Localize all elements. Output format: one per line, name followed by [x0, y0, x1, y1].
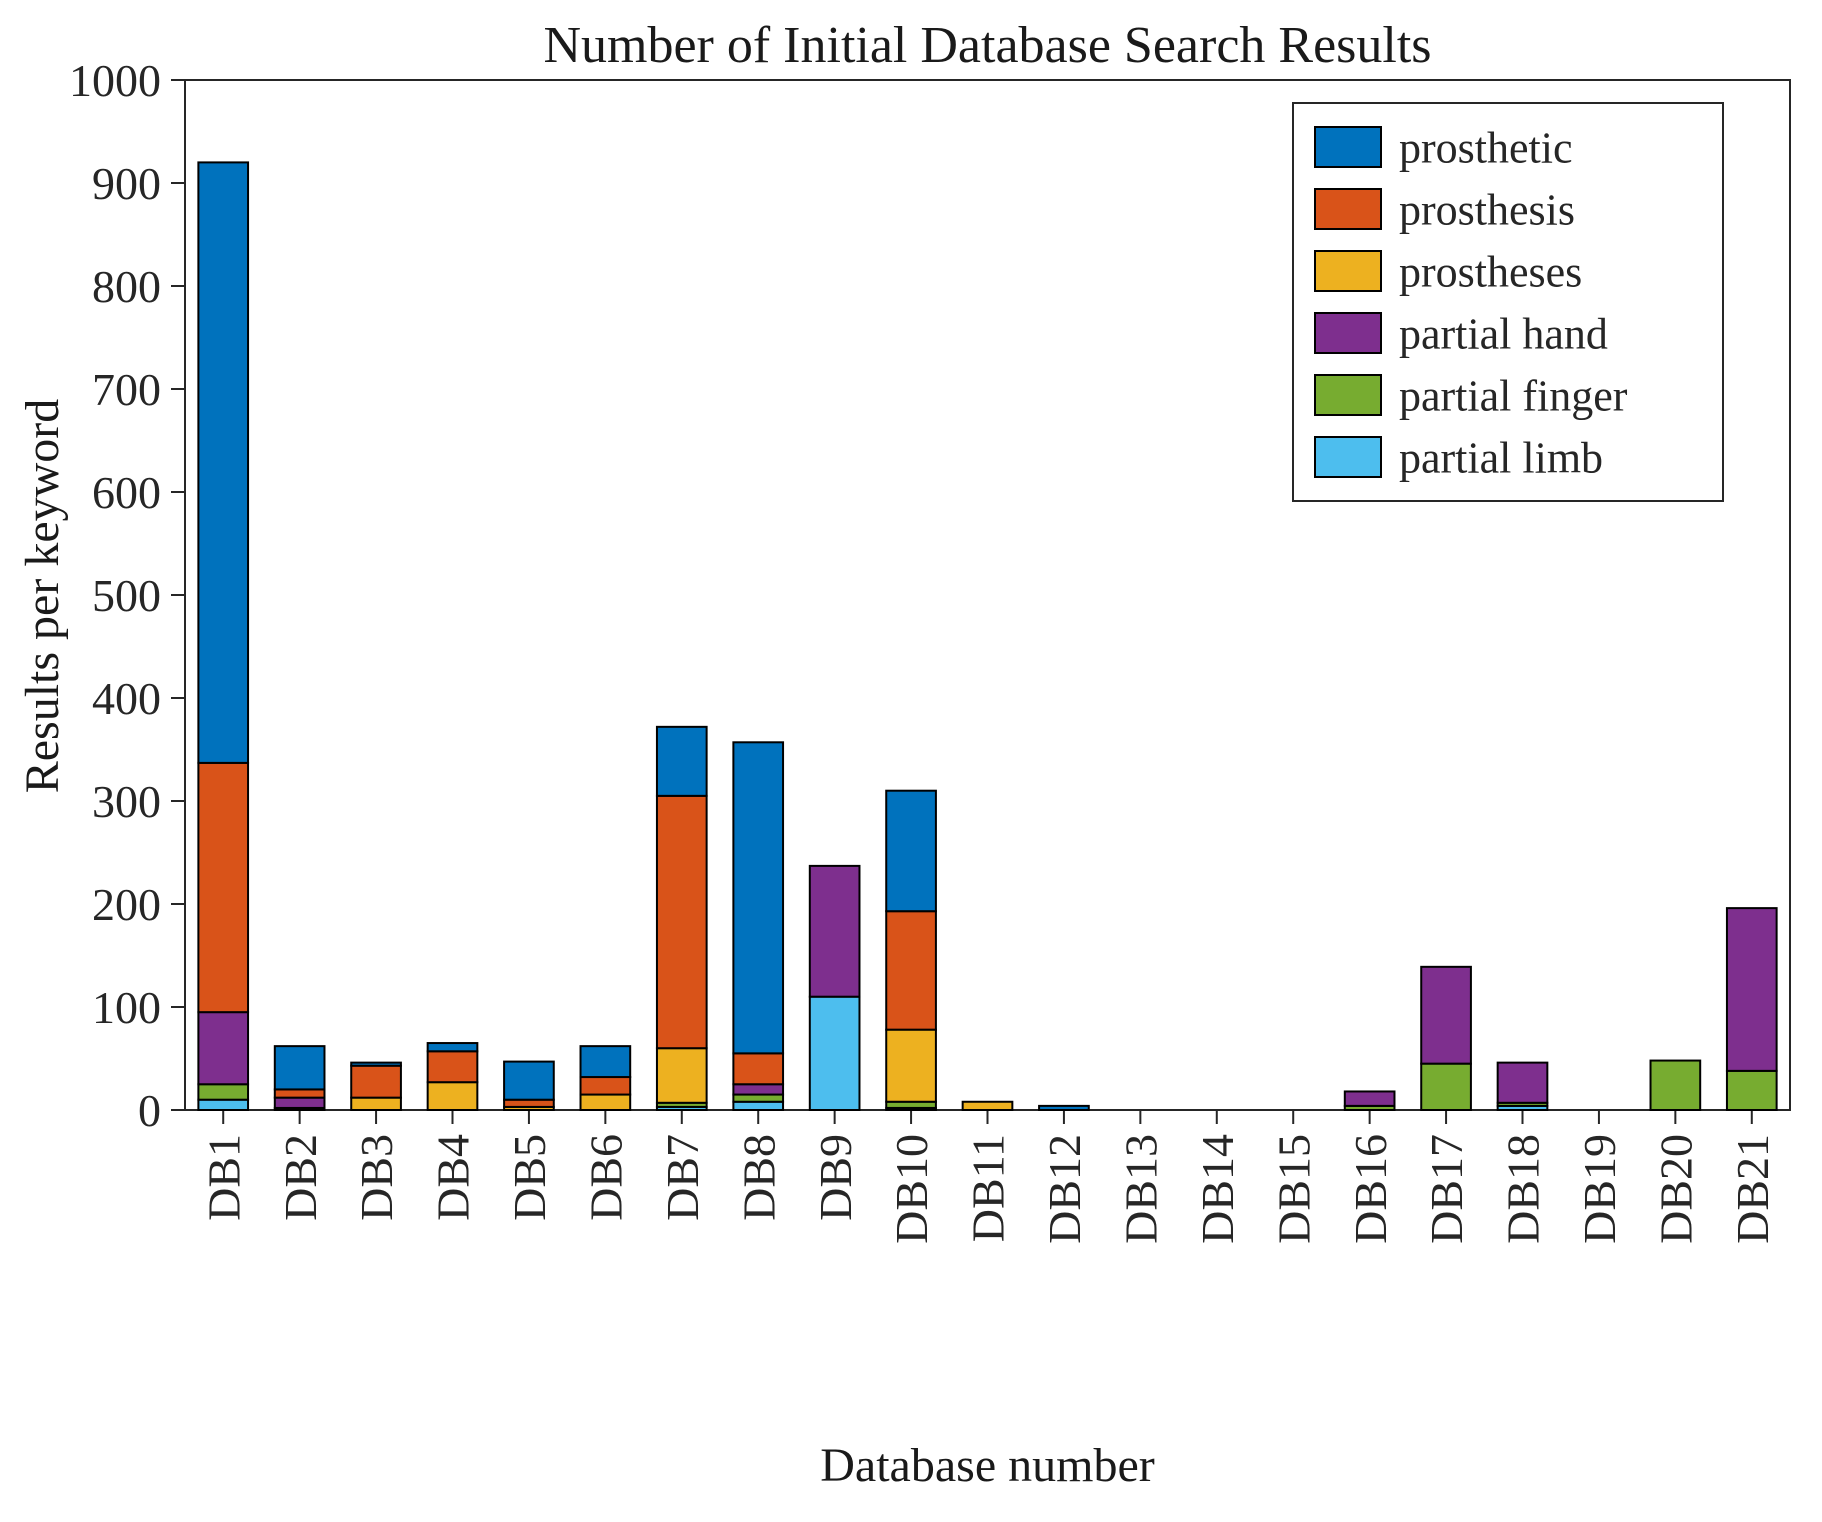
y-tick-label: 300	[92, 776, 161, 827]
legend-label-partial-hand: partial hand	[1399, 309, 1608, 358]
x-tick-label: DB12	[1039, 1134, 1090, 1244]
bar-segment-DB8-prosthesis	[732, 1052, 785, 1086]
bar-segment-DB1-partial-limb	[197, 1098, 250, 1111]
x-tick-label: DB1	[198, 1134, 249, 1221]
bar-segment-DB1-partial-hand	[197, 1011, 250, 1086]
x-tick-label: DB21	[1727, 1134, 1778, 1244]
bar-segment-DB5-prosthetic	[503, 1060, 555, 1101]
legend-label-prostheses: prostheses	[1399, 247, 1582, 296]
bar-segment-DB9-partial-limb	[808, 995, 861, 1112]
bar-segment-DB4-prostheses	[426, 1081, 479, 1111]
bar-segment-DB6-prostheses	[579, 1093, 632, 1112]
bar-segment-DB7-prostheses	[655, 1047, 708, 1104]
x-tick-label: DB16	[1345, 1134, 1396, 1244]
bar-segment-DB21-partial-finger	[1725, 1069, 1778, 1111]
y-tick-label: 600	[92, 467, 161, 518]
bar-segment-DB8-partial-finger	[732, 1093, 785, 1103]
bar-segment-DB10-prostheses	[885, 1028, 937, 1103]
y-tick-label: 900	[92, 158, 161, 209]
legend-swatch-prosthetic	[1314, 126, 1382, 168]
bar-segment-DB6-prosthetic	[579, 1045, 632, 1079]
x-tick-label: DB17	[1421, 1134, 1472, 1244]
x-tick-label: DB20	[1650, 1134, 1701, 1244]
bar-segment-DB21-partial-hand	[1725, 907, 1778, 1072]
bar-segment-DB5-prosthesis	[503, 1098, 555, 1108]
bar-segment-DB8-prosthetic	[732, 741, 785, 1055]
x-tick-label: DB14	[1192, 1134, 1243, 1244]
x-tick-label: DB7	[657, 1134, 708, 1221]
legend-swatch-partial-finger	[1314, 374, 1382, 416]
bar-segment-DB16-partial-hand	[1343, 1090, 1396, 1107]
bar-segment-DB4-prosthetic	[426, 1042, 479, 1053]
x-tick-label: DB5	[504, 1134, 555, 1221]
legend-label-prosthesis: prosthesis	[1399, 185, 1575, 234]
bar-segment-DB10-prosthesis	[885, 910, 937, 1031]
y-tick-label: 1000	[69, 55, 161, 106]
bar-segment-DB17-partial-finger	[1420, 1062, 1472, 1112]
x-tick-label: DB19	[1574, 1134, 1625, 1244]
x-tick-label: DB2	[275, 1134, 326, 1221]
bar-segment-DB1-prosthesis	[197, 761, 250, 1014]
legend-label-partial-limb: partial limb	[1399, 433, 1603, 482]
bar-segment-DB11-prostheses	[961, 1100, 1014, 1112]
bar-segment-DB10-prosthetic	[885, 789, 937, 913]
x-tick-label: DB8	[733, 1134, 784, 1221]
bar-segment-DB2-prosthesis	[273, 1088, 326, 1099]
bar-segment-DB1-prosthetic	[197, 161, 250, 764]
legend-swatch-partial-limb	[1314, 436, 1382, 478]
bar-segment-DB8-partial-limb	[732, 1100, 785, 1112]
y-tick-label: 700	[92, 364, 161, 415]
bar-segment-DB3-prosthesis	[350, 1064, 402, 1099]
x-tick-label: DB18	[1498, 1134, 1549, 1244]
x-tick-label: DB15	[1268, 1134, 1319, 1244]
legend-swatch-prostheses	[1314, 250, 1382, 292]
legend-swatch-prosthesis	[1314, 188, 1382, 230]
y-tick-label: 0	[138, 1085, 161, 1136]
y-tick-label: 400	[92, 673, 161, 724]
bar-segment-DB12-prosthetic	[1038, 1104, 1090, 1112]
x-tick-label: DB4	[428, 1134, 479, 1221]
chart-title: Number of Initial Database Search Result…	[543, 17, 1432, 74]
bar-segment-DB9-partial-hand	[808, 864, 861, 998]
x-tick-label: DB13	[1115, 1134, 1166, 1244]
y-tick-label: 100	[92, 982, 161, 1033]
bar-segment-DB1-partial-finger	[197, 1083, 250, 1101]
x-axis-label: Database number	[820, 1439, 1155, 1492]
bar-segment-DB8-partial-hand	[732, 1083, 785, 1096]
bar-segment-DB4-prosthesis	[426, 1050, 479, 1084]
x-tick-label: DB3	[351, 1134, 402, 1221]
bar-segment-DB7-prosthesis	[655, 794, 708, 1050]
bar-segment-DB7-prosthetic	[655, 725, 708, 797]
x-tick-label: DB11	[963, 1134, 1014, 1242]
x-tick-label: DB6	[580, 1134, 631, 1221]
bar-segment-DB2-partial-hand	[273, 1096, 326, 1109]
legend-label-partial-finger: partial finger	[1399, 371, 1628, 420]
legend-box	[1292, 102, 1724, 502]
bar-segment-DB18-partial-hand	[1496, 1061, 1549, 1104]
legend-swatch-partial-hand	[1314, 312, 1382, 354]
bar-segment-DB3-prostheses	[350, 1096, 402, 1112]
legend-label-prosthetic: prosthetic	[1399, 123, 1573, 172]
y-tick-label: 200	[92, 879, 161, 930]
bar-segment-DB6-prosthesis	[579, 1076, 632, 1096]
bar-segment-DB2-prosthetic	[273, 1045, 326, 1091]
y-tick-label: 800	[92, 261, 161, 312]
bar-segment-DB3-prosthetic	[350, 1061, 402, 1067]
x-tick-label: DB9	[810, 1134, 861, 1221]
bar-segment-DB17-partial-hand	[1420, 965, 1472, 1065]
x-tick-label: DB10	[886, 1134, 937, 1244]
bar-segment-DB20-partial-finger	[1649, 1059, 1702, 1112]
y-tick-label: 500	[92, 570, 161, 621]
